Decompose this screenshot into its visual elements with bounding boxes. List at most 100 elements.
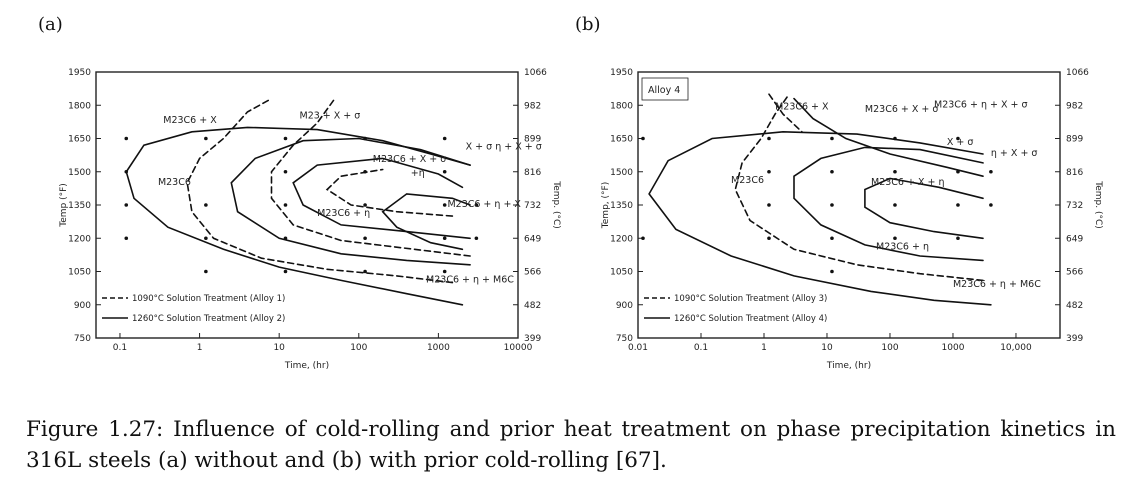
y-tick-label-left: 1050 — [68, 268, 91, 278]
data-point — [830, 169, 834, 174]
y-axis-title-left: Temp (°F) — [59, 183, 69, 228]
data-point — [363, 269, 367, 274]
x-tick-label: 10 — [821, 343, 833, 353]
ttt-diagram-a: 1950 1800 1650 1500 1350 1200 1050 900 750 1066 98… — [59, 68, 561, 371]
region-label: M23C6 + η + X — [447, 199, 521, 210]
data-point — [204, 136, 208, 141]
region-label: +η — [411, 168, 425, 179]
legend-entry: 1090°C Solution Treatment (Alloy 3) — [674, 294, 827, 304]
dashed-outer — [734, 93, 984, 282]
y-axis-title-right: Temp. (°C) — [1093, 180, 1103, 229]
region-label: M23C6 + η — [876, 241, 929, 252]
data-point — [989, 203, 993, 207]
y-tick-label-right: 566 — [1066, 268, 1083, 278]
data-point — [767, 169, 771, 174]
data-point — [283, 269, 288, 274]
x-tick-label: 1 — [197, 343, 203, 353]
panel-label-b: (b) — [575, 14, 601, 35]
data-point — [474, 236, 479, 241]
data-point — [283, 236, 288, 241]
y-tick-label-left: 1650 — [610, 135, 633, 145]
region-label: M23C6 — [731, 175, 764, 186]
y-tick-label-right: 482 — [1066, 301, 1083, 311]
data-point — [956, 203, 960, 207]
x-tick-label: 1000 — [427, 343, 450, 353]
y-axis-title-left: Temp, (°F) — [601, 182, 611, 229]
data-point — [893, 136, 897, 141]
ttt-diagram-b: 1950 1800 1650 1500 1350 1200 1050 900 750 1066 98… — [601, 68, 1103, 371]
y-tick-label-right: 899 — [524, 135, 541, 145]
x-tick-label: 10000 — [504, 343, 533, 353]
figure-caption: Figure 1.27: Influence of cold-rolling a… — [26, 417, 1116, 473]
data-point — [363, 136, 367, 141]
dashed-top — [768, 93, 803, 133]
x-tick-label: 0.01 — [628, 343, 648, 353]
data-point — [442, 169, 447, 174]
y-tick-label-left: 750 — [74, 334, 91, 344]
data-point — [124, 169, 129, 174]
y-tick-label-right: 732 — [1066, 201, 1083, 211]
data-point — [204, 236, 208, 241]
x-tick-label: 1000 — [942, 343, 965, 353]
x-tick-label: 0.1 — [694, 343, 708, 353]
data-point — [893, 169, 897, 174]
y-tick-label-right: 1066 — [524, 68, 547, 78]
y-tick-label-left: 1950 — [68, 68, 91, 78]
y-tick-label-left: 1350 — [610, 201, 633, 211]
region-label: X + σ η + X + σ — [466, 142, 542, 153]
y-tick-label-left: 900 — [74, 301, 91, 311]
y-tick-label-left: 750 — [616, 334, 633, 344]
y-tick-label-left: 1200 — [68, 234, 91, 244]
y-tick-label-right: 899 — [1066, 135, 1083, 145]
data-point — [989, 169, 993, 174]
dashed-nose-small — [325, 168, 454, 217]
x-tick-label: 10,000 — [1000, 343, 1032, 353]
data-point — [893, 236, 897, 241]
x-tick-label: 0.1 — [113, 343, 127, 353]
region-label: M23C6 + η + X + σ — [934, 99, 1028, 110]
data-point — [124, 236, 129, 241]
data-point — [830, 203, 834, 207]
dashed-outer — [186, 97, 454, 284]
y-tick-label-right: 816 — [524, 168, 541, 178]
y-tick-label-left: 1650 — [68, 135, 91, 145]
y-tick-label-right: 399 — [1066, 334, 1083, 344]
data-point — [363, 169, 367, 174]
data-point — [442, 236, 447, 241]
y-tick-label-right: 566 — [524, 268, 541, 278]
solid-inner-2 — [292, 157, 471, 240]
data-point — [204, 269, 208, 274]
y-tick-label-left: 1950 — [610, 68, 633, 78]
data-point — [204, 203, 208, 207]
legend-entry: 1090°C Solution Treatment (Alloy 1) — [132, 294, 285, 304]
data-point — [830, 269, 834, 274]
data-point — [442, 269, 447, 274]
x-tick-label: 100 — [881, 343, 898, 353]
solid-inner-1 — [230, 137, 471, 266]
y-tick-label-left: 1350 — [68, 201, 91, 211]
region-label: M23C6 + X + σ — [865, 104, 939, 115]
data-point — [956, 169, 960, 174]
data-point — [283, 203, 288, 207]
solid-inner-1 — [793, 146, 984, 262]
data-point — [767, 136, 771, 141]
solid-inner-3 — [381, 193, 471, 251]
region-label: X + σ — [947, 137, 974, 148]
y-tick-label-right: 482 — [524, 301, 541, 311]
region-label: M23C6 — [158, 177, 191, 188]
y-tick-label-left: 1200 — [610, 234, 633, 244]
region-label: M23C6 + η + M6C — [426, 275, 514, 286]
data-point — [283, 169, 288, 174]
region-label: M23C6 + X — [775, 102, 829, 113]
data-point — [442, 203, 447, 207]
data-point — [641, 136, 645, 141]
data-point — [474, 203, 479, 207]
y-tick-label-right: 982 — [524, 101, 541, 111]
y-tick-label-right: 649 — [524, 234, 541, 244]
y-tick-label-left: 1050 — [610, 268, 633, 278]
data-point — [363, 203, 367, 207]
data-point — [641, 236, 645, 241]
x-axis-title: Time, (hr) — [284, 361, 329, 371]
y-tick-label-left: 900 — [616, 301, 633, 311]
data-point — [767, 203, 771, 207]
